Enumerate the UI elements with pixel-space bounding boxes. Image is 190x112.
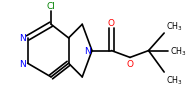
- Text: O: O: [108, 19, 115, 28]
- Text: O: O: [127, 60, 134, 69]
- Text: CH$_3$: CH$_3$: [166, 20, 183, 33]
- Text: N: N: [84, 47, 91, 56]
- Text: N: N: [19, 59, 26, 68]
- Text: N: N: [19, 34, 26, 43]
- Text: Cl: Cl: [47, 2, 55, 11]
- Text: CH$_3$: CH$_3$: [170, 45, 187, 57]
- Text: CH$_3$: CH$_3$: [166, 73, 183, 86]
